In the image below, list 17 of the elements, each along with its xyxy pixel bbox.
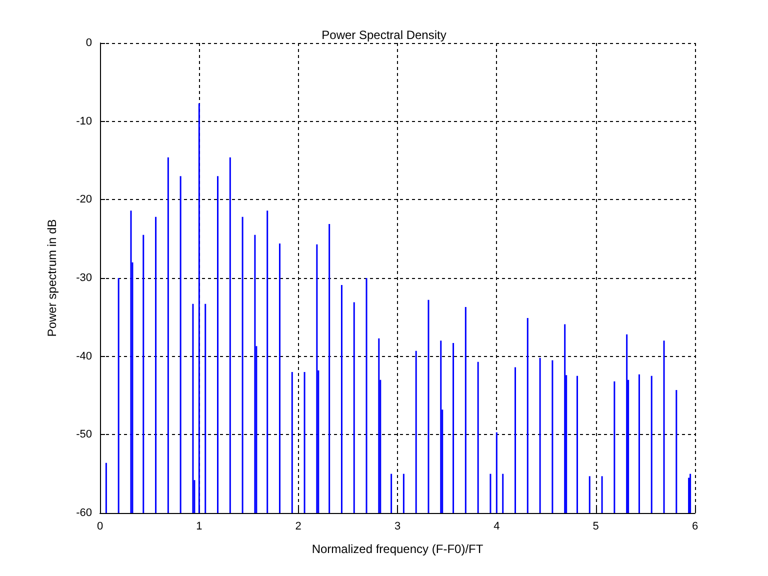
x-tick-label: 1 bbox=[196, 520, 202, 532]
y-tick-label: -20 bbox=[76, 194, 92, 206]
chart-title: Power Spectral Density bbox=[322, 28, 446, 42]
y-tick-label: -10 bbox=[76, 115, 92, 128]
x-tick-label: 4 bbox=[494, 520, 500, 532]
x-tick-label: 2 bbox=[295, 520, 302, 532]
y-tick-label: -60 bbox=[76, 507, 92, 519]
y-tick-label: -50 bbox=[76, 428, 92, 441]
y-tick-label: 0 bbox=[86, 37, 92, 49]
x-tick-label: 0 bbox=[96, 520, 104, 532]
x-axis-title: Normalized frequency (F-F0)/FT bbox=[312, 542, 484, 556]
y-axis-title: Power spectrum in dB bbox=[45, 219, 59, 337]
x-tick-label: 5 bbox=[592, 520, 599, 532]
x-tick-label: 3 bbox=[394, 520, 401, 532]
y-tick-label: -40 bbox=[76, 350, 92, 362]
x-tick-label: 6 bbox=[692, 520, 698, 532]
y-tick-label: -30 bbox=[76, 272, 92, 284]
